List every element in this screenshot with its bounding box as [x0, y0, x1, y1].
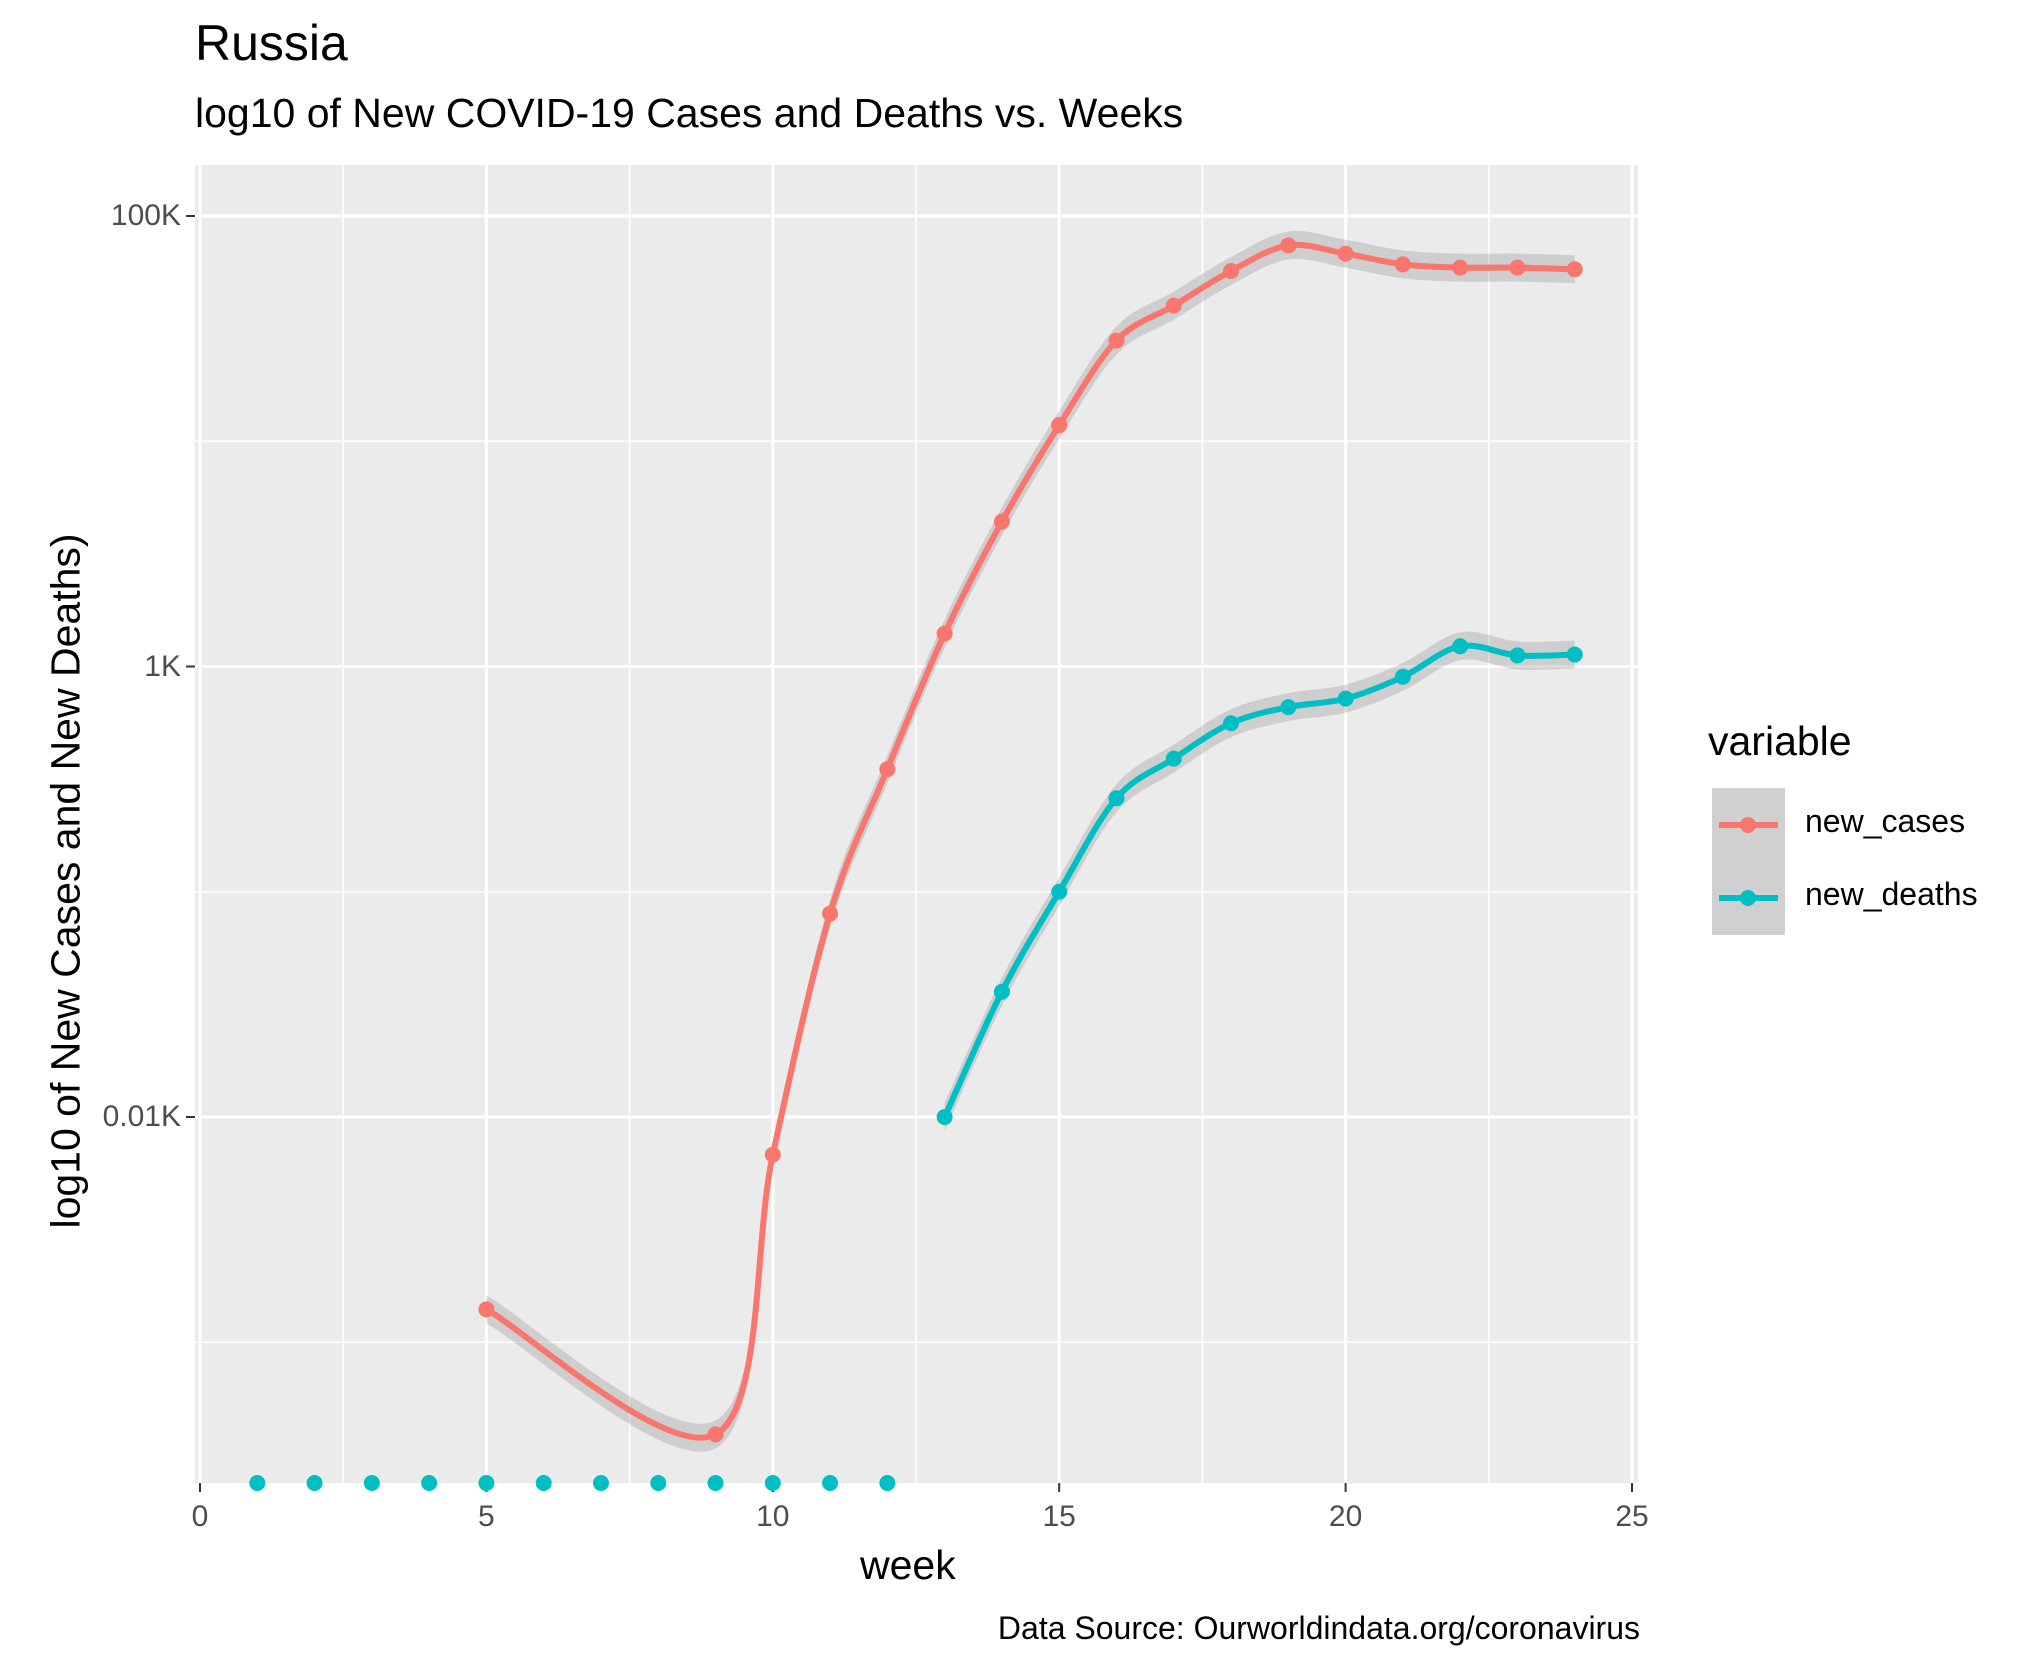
confidence-band-new_deaths — [944, 631, 1575, 1131]
data-point-new_cases — [1051, 417, 1068, 434]
data-point-new_deaths — [707, 1475, 724, 1491]
data-point-new_cases — [478, 1301, 495, 1318]
data-point-new_cases — [1165, 297, 1182, 314]
data-point-new_deaths — [592, 1475, 609, 1491]
data-point-new_deaths — [1051, 883, 1068, 900]
data-point-new_deaths — [306, 1475, 323, 1491]
legend-label-new-cases: new_cases — [1805, 803, 1966, 839]
legend — [1712, 788, 1785, 935]
data-point-new_cases — [1108, 332, 1125, 349]
data-point-new_deaths — [1394, 668, 1411, 685]
chart-subtitle: log10 of New COVID-19 Cases and Deaths v… — [195, 90, 1184, 136]
data-point-new_cases — [1566, 261, 1583, 278]
data-point-new_cases — [764, 1146, 781, 1163]
data-point-new_cases — [1223, 262, 1240, 279]
caption: Data Source: Ourworldindata.org/coronavi… — [997, 1610, 1640, 1646]
data-point-new_cases — [936, 625, 953, 642]
legend-title: variable — [1708, 718, 1852, 764]
data-point-new_cases — [1337, 245, 1354, 262]
y-tick-label: 1K — [144, 649, 181, 683]
x-tick-label: 20 — [1328, 1500, 1363, 1533]
legend-key-point-new_cases — [1740, 817, 1756, 833]
data-point-new_deaths — [1280, 699, 1297, 716]
data-point-new_deaths — [1509, 647, 1526, 664]
data-point-new_deaths — [249, 1475, 266, 1491]
series-line-new_cases — [483, 241, 1578, 1441]
data-point-new_deaths — [993, 983, 1010, 1000]
data-point-new_cases — [1452, 259, 1469, 276]
data-point-new_deaths — [1337, 690, 1354, 707]
data-point-new_deaths — [1108, 790, 1125, 807]
data-point-new_deaths — [650, 1475, 667, 1491]
data-point-new_deaths — [822, 1475, 839, 1491]
x-tick-label: 25 — [1615, 1500, 1649, 1533]
data-point-new_cases — [879, 761, 896, 778]
data-point-new_deaths — [1452, 638, 1469, 655]
data-point-new_cases — [707, 1426, 724, 1443]
data-point-new_cases — [993, 513, 1010, 530]
legend-key-point-new_deaths — [1740, 890, 1756, 906]
legend-label-new-deaths: new_deaths — [1805, 876, 1978, 912]
y-tick-label: 0.01K — [102, 1100, 181, 1133]
data-point-new_deaths — [535, 1475, 552, 1491]
chart-title: Russia — [195, 15, 348, 71]
x-axis-label: week — [860, 1542, 956, 1588]
x-tick-label: 5 — [478, 1500, 495, 1533]
data-point-new_deaths — [363, 1475, 380, 1491]
x-tick-label: 15 — [1042, 1500, 1076, 1533]
data-point-new_deaths — [764, 1475, 781, 1491]
data-point-new_cases — [1394, 256, 1411, 273]
data-point-new_cases — [1280, 237, 1297, 254]
data-point-new_deaths — [421, 1475, 438, 1491]
data-point-new_deaths — [1165, 750, 1182, 767]
data-point-new_cases — [822, 905, 839, 922]
data-point-new_deaths — [478, 1475, 495, 1491]
data-point-new_cases — [1509, 259, 1526, 276]
series-layer — [249, 230, 1583, 1491]
x-tick-label: 10 — [756, 1500, 790, 1533]
data-point-new_deaths — [1223, 715, 1240, 732]
data-point-new_deaths — [879, 1475, 896, 1491]
data-point-new_deaths — [1566, 646, 1583, 663]
data-point-new_deaths — [936, 1109, 953, 1125]
x-tick-label: 0 — [191, 1500, 209, 1533]
y-tick-label: 100K — [110, 199, 181, 232]
grid — [195, 165, 1638, 1483]
legend-key-background — [1712, 788, 1785, 935]
